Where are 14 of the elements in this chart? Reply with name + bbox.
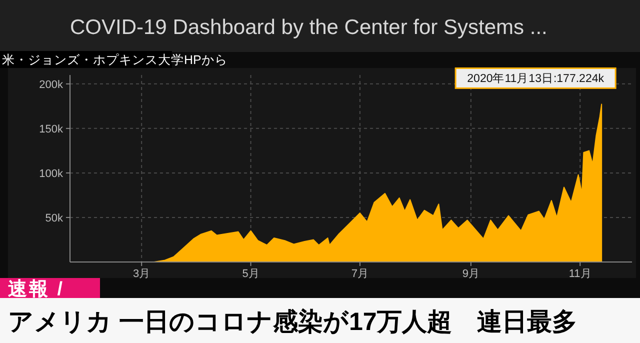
y-tick-label: 200k — [39, 78, 64, 91]
x-tick-label: 3月 — [133, 268, 150, 280]
annotation: 2020年11月13日:177.224k — [467, 72, 604, 86]
y-tick-label: 150k — [39, 123, 64, 136]
y-tick-label: 100k — [39, 168, 64, 180]
x-tick-label: 11月 — [568, 268, 592, 280]
x-tick-label: 5月 — [242, 268, 260, 280]
text: アメリカ 一日のコロナ感染が17万人超 連日最多 — [8, 308, 577, 336]
text: 速報 / — [8, 278, 65, 300]
chart-title: COVID-19 Dashboard by the Center for Systems ... — [70, 16, 548, 39]
x-tick-label: 9月 — [462, 268, 480, 280]
text: 米・ジョンズ・ホプキンス大学HPから — [2, 53, 228, 67]
x-tick-label: 7月 — [351, 268, 369, 280]
y-tick-label: 50k — [45, 212, 64, 224]
